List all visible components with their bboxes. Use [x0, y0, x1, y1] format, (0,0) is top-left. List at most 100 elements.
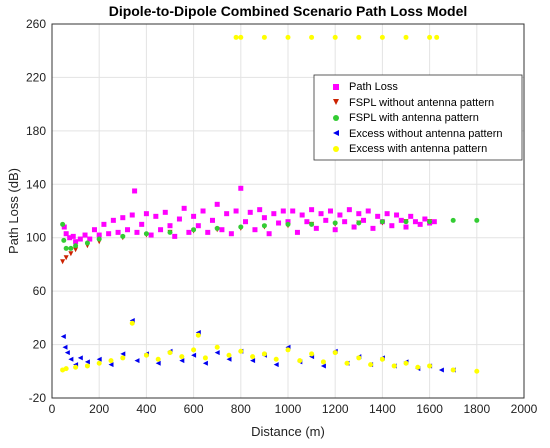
data-point-excess-with: [356, 34, 362, 40]
data-point-path-loss: [431, 219, 437, 225]
data-point-path-loss: [337, 212, 343, 218]
data-point-path-loss: [153, 213, 159, 219]
data-point-excess-without: [191, 352, 197, 358]
data-points: [60, 34, 480, 374]
data-point-excess-with: [202, 355, 208, 361]
data-point-path-loss: [403, 224, 409, 230]
data-point-path-loss: [299, 212, 305, 218]
data-point-path-loss: [304, 219, 310, 225]
y-tick-label: -20: [29, 391, 47, 405]
data-point-fspl-with: [191, 227, 197, 233]
y-tick-label: 60: [33, 284, 47, 298]
data-point-path-loss: [351, 224, 357, 230]
data-point-path-loss: [285, 219, 291, 225]
data-point-path-loss: [417, 221, 423, 227]
x-tick-label: 1400: [369, 402, 396, 416]
data-point-path-loss: [408, 213, 414, 219]
x-tick-label: 200: [89, 402, 109, 416]
data-point-fspl-without: [60, 259, 66, 265]
data-point-path-loss: [148, 232, 154, 238]
data-point-path-loss: [365, 208, 371, 214]
data-point-path-loss: [398, 217, 404, 223]
data-point-excess-without: [77, 355, 83, 361]
data-point-excess-with: [129, 320, 135, 326]
data-point-path-loss: [266, 231, 272, 237]
data-point-excess-without: [62, 344, 68, 350]
data-point-path-loss: [129, 212, 135, 218]
data-point-excess-with: [285, 34, 291, 40]
data-point-path-loss: [252, 227, 258, 233]
data-point-fspl-without: [63, 255, 69, 261]
data-point-path-loss: [313, 225, 319, 231]
data-point-path-loss: [361, 217, 367, 223]
data-point-path-loss: [67, 235, 73, 241]
data-point-path-loss: [139, 221, 145, 227]
legend-box: [313, 74, 523, 161]
data-point-excess-with: [309, 34, 315, 40]
data-point-fspl-with: [96, 236, 102, 242]
x-tick-label: 1000: [275, 402, 302, 416]
data-point-path-loss: [238, 185, 244, 191]
data-point-path-loss: [394, 212, 400, 218]
data-point-path-loss: [323, 217, 329, 223]
data-point-fspl-with: [356, 220, 362, 226]
legend: Path Loss FSPL without antenna pattern F…: [313, 74, 523, 161]
data-point-excess-with: [297, 358, 303, 364]
data-point-fspl-with: [84, 240, 90, 246]
data-point-fspl-with: [332, 220, 338, 226]
data-point-path-loss: [106, 231, 112, 237]
series-fspl-with: [60, 217, 480, 251]
legend-entry-excess-without: Excess without antenna pattern: [349, 128, 502, 140]
data-point-excess-with: [403, 34, 409, 40]
data-point-fspl-with: [474, 217, 480, 223]
data-point-path-loss: [61, 224, 67, 230]
data-point-path-loss: [271, 211, 277, 217]
data-point-path-loss: [243, 219, 249, 225]
data-point-excess-with: [63, 366, 69, 372]
data-point-excess-with: [344, 360, 350, 366]
data-point-fspl-without: [73, 247, 79, 253]
data-point-excess-with: [427, 34, 433, 40]
data-point-path-loss: [280, 208, 286, 214]
x-tick-label: 1200: [322, 402, 349, 416]
data-point-path-loss: [389, 223, 395, 229]
data-point-excess-without: [273, 362, 279, 368]
data-point-fspl-with: [427, 219, 433, 225]
legend-marker-fspl-without: [333, 99, 339, 105]
data-point-path-loss: [276, 220, 282, 226]
legend-entry-fspl-without: FSPL without antenna pattern: [349, 97, 494, 109]
data-point-path-loss: [219, 227, 225, 233]
data-point-path-loss: [63, 231, 69, 237]
data-point-path-loss: [176, 216, 182, 222]
x-tick-label: 600: [184, 402, 204, 416]
data-point-excess-with: [450, 367, 456, 373]
y-tick-label: 220: [26, 70, 46, 84]
data-point-excess-with: [273, 356, 279, 362]
data-point-excess-with: [191, 347, 197, 353]
data-point-excess-with: [368, 362, 374, 368]
data-point-excess-with: [155, 356, 161, 362]
data-point-path-loss: [209, 217, 215, 223]
x-tick-label: 2000: [511, 402, 538, 416]
data-point-path-loss: [309, 207, 315, 213]
data-point-path-loss: [125, 227, 131, 233]
data-point-excess-without: [320, 363, 326, 369]
data-point-path-loss: [132, 188, 138, 194]
data-point-excess-with: [250, 354, 256, 360]
data-point-fspl-with: [285, 221, 291, 227]
data-point-path-loss: [195, 223, 201, 229]
data-point-excess-without: [202, 360, 208, 366]
data-point-excess-with: [391, 363, 397, 369]
data-point-excess-without: [214, 350, 220, 356]
data-point-fspl-with: [450, 217, 456, 223]
data-point-excess-with: [84, 363, 90, 369]
data-point-path-loss: [181, 205, 187, 211]
data-point-excess-without: [155, 360, 161, 366]
data-point-excess-with: [285, 347, 291, 353]
y-tick-label: 260: [26, 17, 46, 31]
x-axis-label: Distance (m): [251, 424, 325, 439]
data-point-fspl-with: [214, 225, 220, 231]
x-tick-label: 1800: [463, 402, 490, 416]
